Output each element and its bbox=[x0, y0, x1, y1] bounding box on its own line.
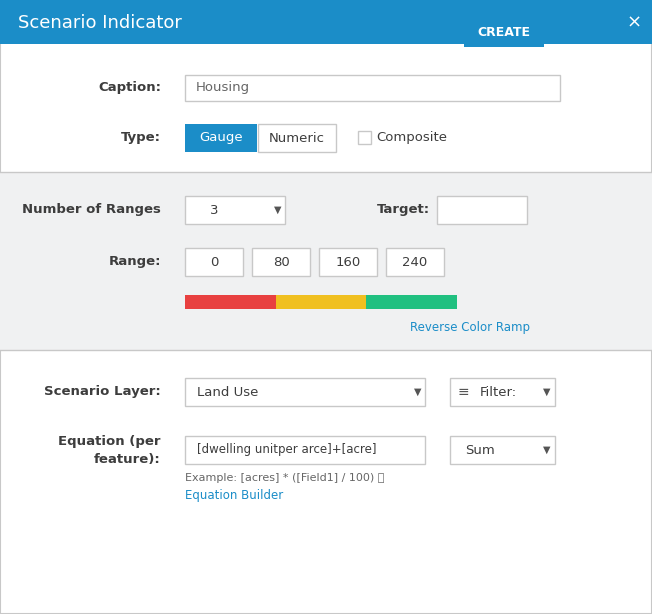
FancyBboxPatch shape bbox=[185, 248, 243, 276]
Text: 240: 240 bbox=[402, 255, 428, 268]
Text: Equation (per: Equation (per bbox=[59, 435, 161, 448]
Text: Land Use: Land Use bbox=[197, 386, 258, 398]
FancyBboxPatch shape bbox=[185, 378, 425, 406]
Text: Number of Ranges: Number of Ranges bbox=[22, 203, 161, 217]
FancyBboxPatch shape bbox=[386, 248, 444, 276]
Text: 80: 80 bbox=[273, 255, 289, 268]
FancyBboxPatch shape bbox=[0, 0, 652, 44]
FancyBboxPatch shape bbox=[258, 124, 336, 152]
FancyBboxPatch shape bbox=[358, 131, 371, 144]
FancyBboxPatch shape bbox=[0, 172, 652, 350]
Text: Range:: Range: bbox=[108, 255, 161, 268]
Text: Sum: Sum bbox=[465, 443, 495, 456]
Text: Gauge: Gauge bbox=[200, 131, 243, 144]
FancyBboxPatch shape bbox=[185, 295, 276, 309]
Text: 0: 0 bbox=[210, 255, 218, 268]
FancyBboxPatch shape bbox=[319, 248, 377, 276]
FancyBboxPatch shape bbox=[252, 248, 310, 276]
Text: Filter:: Filter: bbox=[480, 386, 517, 398]
Text: Equation Builder: Equation Builder bbox=[185, 489, 283, 502]
Text: Scenario Indicator: Scenario Indicator bbox=[18, 14, 182, 32]
FancyBboxPatch shape bbox=[450, 436, 555, 464]
Text: 3: 3 bbox=[210, 203, 218, 217]
FancyBboxPatch shape bbox=[185, 196, 285, 224]
Text: Numeric: Numeric bbox=[269, 131, 325, 144]
FancyBboxPatch shape bbox=[437, 196, 527, 224]
Text: Example: [acres] * ([Field1] / 100) ⓘ: Example: [acres] * ([Field1] / 100) ⓘ bbox=[185, 473, 385, 483]
Text: Scenario Layer:: Scenario Layer: bbox=[44, 386, 161, 398]
Text: Target:: Target: bbox=[377, 203, 430, 217]
FancyBboxPatch shape bbox=[464, 17, 544, 47]
Text: 160: 160 bbox=[335, 255, 361, 268]
Text: Caption:: Caption: bbox=[98, 82, 161, 95]
FancyBboxPatch shape bbox=[185, 75, 560, 101]
Text: ▼: ▼ bbox=[274, 205, 282, 215]
Text: ▼: ▼ bbox=[414, 387, 422, 397]
Text: ▼: ▼ bbox=[543, 445, 551, 455]
Text: Type:: Type: bbox=[121, 131, 161, 144]
Text: CANCEL: CANCEL bbox=[559, 26, 614, 39]
Text: Housing: Housing bbox=[196, 82, 250, 95]
Text: ×: × bbox=[627, 14, 642, 32]
Text: feature):: feature): bbox=[95, 453, 161, 465]
FancyBboxPatch shape bbox=[276, 295, 366, 309]
FancyBboxPatch shape bbox=[185, 436, 425, 464]
FancyBboxPatch shape bbox=[185, 124, 257, 152]
FancyBboxPatch shape bbox=[450, 378, 555, 406]
Text: ≡: ≡ bbox=[457, 385, 469, 399]
Text: Composite: Composite bbox=[376, 131, 447, 144]
FancyBboxPatch shape bbox=[366, 295, 457, 309]
Text: ▼: ▼ bbox=[543, 387, 551, 397]
Text: [dwelling unitper arce]+[acre]: [dwelling unitper arce]+[acre] bbox=[197, 443, 376, 456]
Text: CREATE: CREATE bbox=[477, 26, 531, 39]
Text: Reverse Color Ramp: Reverse Color Ramp bbox=[410, 322, 530, 335]
